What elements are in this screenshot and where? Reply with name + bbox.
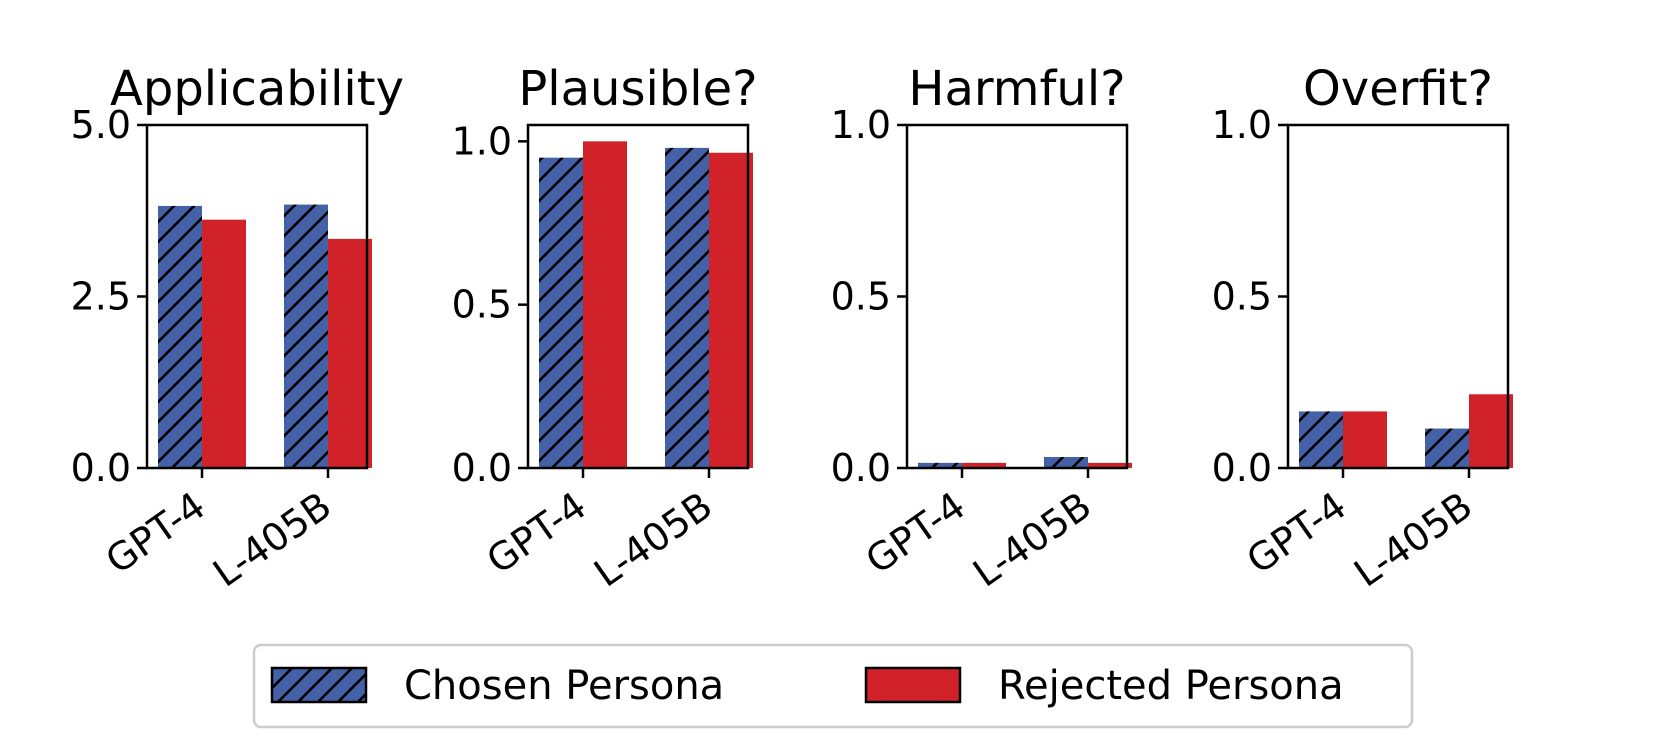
y-tick-label: 0.0 (452, 446, 512, 490)
y-tick-label: 1.0 (452, 119, 512, 163)
bar-chosen-gpt-4 (1299, 411, 1343, 468)
legend-swatch-chosen (270, 666, 368, 704)
x-tick-label: GPT-4 (98, 483, 213, 582)
legend-box (252, 643, 1414, 729)
subplot-title: Applicability (110, 61, 404, 117)
axes-frame (526, 123, 750, 470)
bar-rejected-gpt-4 (1343, 411, 1387, 468)
bar-chosen-gpt-4 (539, 157, 583, 468)
subplot-title: Overfit? (1303, 61, 1493, 117)
y-tick-label: 0.5 (1212, 275, 1272, 319)
y-tick-label: 5.0 (71, 103, 131, 147)
subplot-3: Harmful? 0.0 0.5 1.0 GPT-4L-405B (831, 61, 1132, 596)
bar-chosen-l-405b (1425, 428, 1469, 468)
y-tick-label: 1.0 (831, 103, 891, 147)
bar-chosen-gpt-4 (158, 205, 202, 468)
y-tick-label: 0.5 (831, 275, 891, 319)
y-tick-label: 0.0 (1212, 446, 1272, 490)
x-tick-label: GPT-4 (1239, 483, 1354, 582)
x-tick-label: L-405B (586, 483, 720, 595)
axes-frame (905, 123, 1129, 470)
bar-chosen-gpt-4 (918, 462, 962, 468)
y-tick-label: 2.5 (71, 275, 131, 319)
x-tick-label: L-405B (1346, 483, 1480, 595)
subplot-1: Applicability 0.0 2.5 5.0 GPT-4L-405B (71, 61, 404, 596)
x-tick-label: GPT-4 (858, 483, 973, 582)
bar-rejected-gpt-4 (202, 219, 246, 468)
y-tick-label: 1.0 (1212, 103, 1272, 147)
x-tick-label: GPT-4 (479, 483, 594, 582)
bar-rejected-gpt-4 (583, 141, 627, 469)
bar-chosen-l-405b (284, 204, 328, 469)
x-tick-label: L-405B (965, 483, 1099, 595)
legend: Chosen Persona Rejected Persona (252, 643, 1414, 729)
subplot-title: Harmful? (908, 61, 1125, 117)
legend-swatch-rejected (864, 666, 962, 704)
bar-rejected-l-405b (709, 152, 753, 468)
y-tick-label: 0.0 (71, 446, 131, 490)
y-tick-label: 0.0 (831, 446, 891, 490)
bar-rejected-l-405b (1469, 394, 1513, 468)
x-tick-label: L-405B (205, 483, 339, 595)
bar-rejected-l-405b (1088, 462, 1132, 468)
subplot-4: Overfit? 0.0 0.5 1.0 GPT-4L-405B (1212, 61, 1513, 596)
bar-rejected-l-405b (328, 238, 372, 468)
subplot-title: Plausible? (518, 61, 757, 117)
bar-chosen-l-405b (665, 147, 709, 468)
legend-label: Rejected Persona (998, 663, 1344, 709)
bar-chosen-l-405b (1044, 457, 1088, 468)
legend-label: Chosen Persona (404, 663, 724, 709)
bar-rejected-gpt-4 (962, 462, 1006, 468)
y-tick-label: 0.5 (452, 283, 512, 327)
subplot-2: Plausible? 0.0 0.5 1.0 GPT-4L-405B (452, 61, 758, 596)
